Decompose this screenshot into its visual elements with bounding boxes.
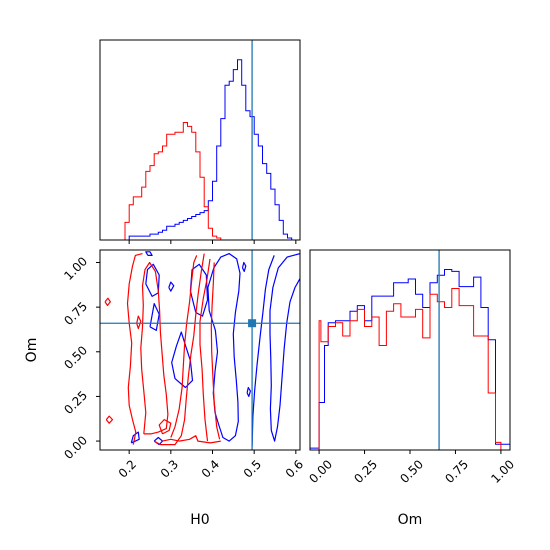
om-histogram-plot	[309, 250, 511, 454]
contour-series-0-line-11	[241, 261, 247, 272]
om-x-tick-labels: 0.00 0.25 0.50 0.75 1.00	[306, 457, 517, 486]
h0-om-contour-panel	[96, 249, 301, 454]
om-x-tick-label: 1.00	[488, 457, 517, 486]
h0-om-contour-plot	[96, 250, 300, 454]
x-axis-label-h0: H0	[190, 512, 209, 528]
contour-series-1-line-8	[105, 415, 114, 424]
om-x-tick-label: 0.00	[306, 457, 335, 486]
contour-series-0-line-10	[168, 281, 175, 292]
om-y-tick-labels: 0.00 0.25 0.50 0.75 1.00	[61, 254, 90, 462]
om-histogram-panel	[309, 249, 511, 454]
h0-tick-label: 0.4	[199, 457, 222, 480]
contour-series-1-line-0	[126, 253, 143, 445]
om-y-tick-label: 0.00	[61, 433, 90, 462]
contour-frame	[99, 249, 301, 451]
h0-histogram-plot	[124, 40, 297, 244]
contour-series-1-line-1	[153, 253, 205, 446]
contour-series-0-line-5	[145, 263, 160, 297]
om-x-tick-label: 0.75	[442, 457, 471, 486]
contour-series-0-line-0	[251, 255, 275, 447]
h0-histogram-series-0	[128, 59, 293, 240]
h0-histogram-panel	[99, 39, 301, 244]
x-axis-label-om: Om	[398, 512, 423, 528]
contour-series-0-line-2	[207, 253, 241, 442]
contour-series-1-line-6	[162, 435, 221, 444]
om-histogram-series-1	[318, 288, 502, 450]
h0-tick-labels: 0.2 0.3 0.4 0.5 0.6	[116, 457, 306, 480]
contour-series-0-line-1	[269, 253, 300, 442]
contour-series-1-line-7	[158, 419, 172, 435]
contour-series-1-line-3	[170, 255, 198, 438]
om-y-tick-label: 1.00	[61, 254, 90, 283]
h0-histogram-frame	[99, 39, 301, 241]
h0-histogram-series-1	[124, 122, 222, 240]
y-axis-label-om: Om	[24, 338, 40, 363]
contour-series-1-line-4	[199, 258, 211, 442]
h0-tick-label: 0.5	[241, 457, 264, 480]
h0-tick-label: 0.6	[283, 457, 306, 480]
om-x-tick-label: 0.25	[351, 457, 380, 486]
om-y-tick-label: 0.50	[61, 343, 90, 372]
contour-lines	[104, 251, 300, 447]
om-x-tick-label: 0.50	[397, 457, 426, 486]
om-histogram-frame	[309, 249, 511, 451]
h0-tick-label: 0.2	[116, 457, 139, 480]
om-y-tick-label: 0.75	[61, 299, 90, 328]
truth-marker	[248, 319, 257, 328]
contour-series-1-line-9	[104, 297, 111, 306]
contour-series-1-line-5	[210, 262, 221, 440]
om-y-tick-label: 0.25	[61, 388, 90, 417]
contour-series-0-line-12	[246, 386, 251, 397]
contour-series-1-line-10	[136, 315, 142, 330]
contour-series-0-line-9	[145, 251, 153, 256]
h0-tick-label: 0.3	[158, 457, 181, 480]
om-histogram-series-0	[309, 269, 511, 450]
contour-series-0-line-8	[130, 431, 140, 444]
contour-series-1-line-2	[140, 261, 169, 435]
contour-series-0-line-6	[149, 303, 160, 331]
